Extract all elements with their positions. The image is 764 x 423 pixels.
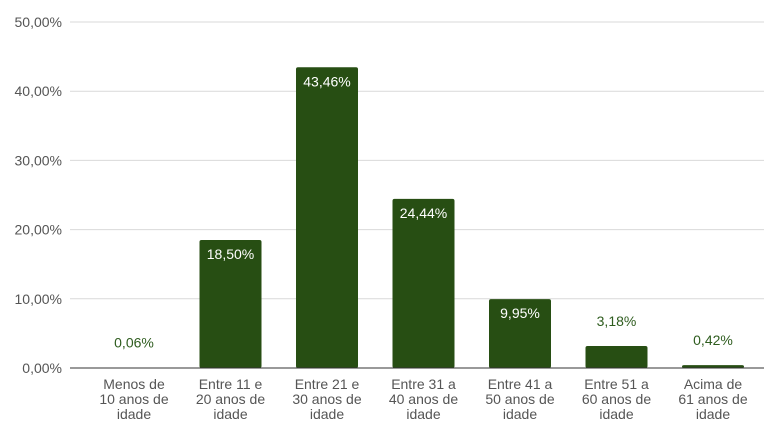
x-tick-label: Acima de 61 anos de idade [678, 376, 747, 422]
x-tick-label: Menos de 10 anos de idade [99, 376, 168, 422]
grid-lines [70, 21, 764, 300]
data-label: 3,18% [597, 313, 637, 329]
y-tick-label: 10,00% [15, 291, 62, 307]
data-label: 0,42% [693, 332, 733, 348]
y-tick-label: 0,00% [22, 360, 62, 376]
bar [585, 345, 648, 368]
data-label: 9,95% [500, 305, 540, 321]
data-label: 18,50% [207, 246, 254, 262]
y-tick-label: 50,00% [15, 14, 62, 30]
x-tick-label: Entre 41 a 50 anos de idade [485, 376, 554, 422]
data-label: 0,06% [114, 335, 154, 351]
bars [103, 67, 744, 369]
x-tick-label: Entre 21 e 30 anos de idade [292, 376, 361, 422]
bar [296, 67, 358, 368]
bar-labels: 0,06% 18,50% 43,46% 24,44% 9,95% 3,18% 0,42% [114, 73, 733, 350]
x-tick-label: Entre 11 e 20 anos de idade [196, 376, 265, 422]
data-label: 24,44% [400, 205, 447, 221]
y-tick-label: 30,00% [15, 152, 62, 168]
bar [489, 299, 551, 368]
bar [392, 198, 455, 368]
y-tick-label: 40,00% [15, 83, 62, 99]
bar [682, 365, 744, 368]
data-label: 43,46% [303, 73, 350, 89]
y-axis: 0,00% 10,00% 20,00% 30,00% 40,00% 50,00% [15, 14, 62, 376]
bar [199, 239, 262, 368]
x-axis: Menos de 10 anos de idade Entre 11 e 20 anos… [70, 367, 764, 422]
x-tick-label: Entre 31 a 40 anos de idade [389, 376, 458, 422]
y-tick-label: 20,00% [15, 222, 62, 238]
x-tick-label: Entre 51 a 60 anos de idade [582, 376, 651, 422]
